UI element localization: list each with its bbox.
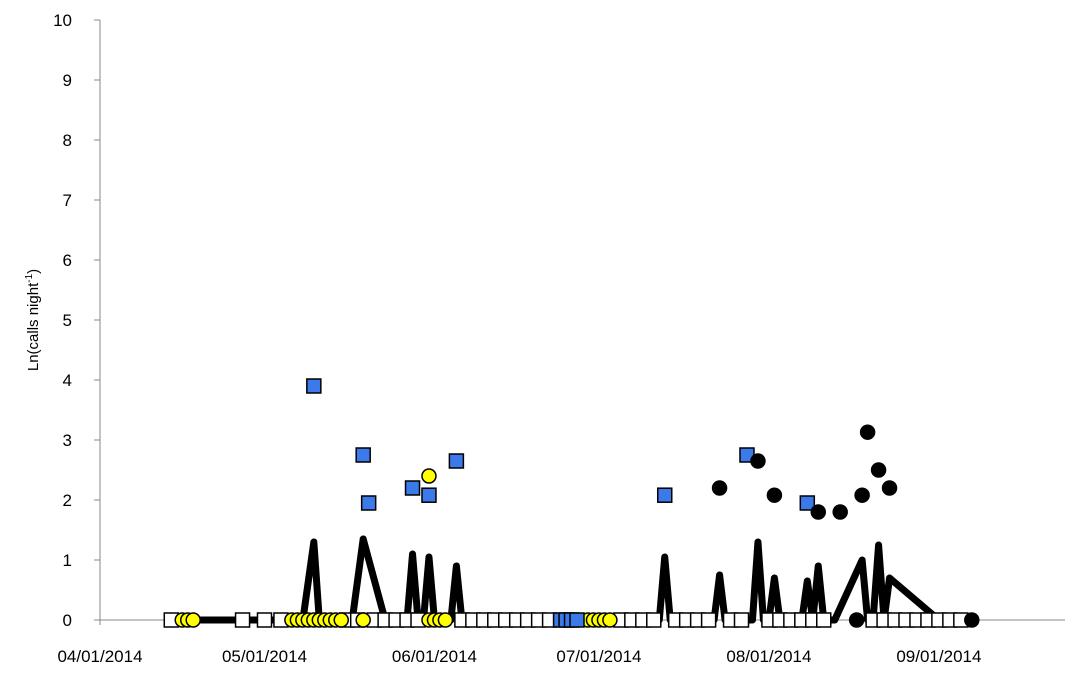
square-point — [421, 487, 437, 503]
y-label-text: Ln(calls night — [25, 282, 42, 371]
circle-point — [333, 612, 349, 628]
circle-point — [355, 612, 371, 628]
circle-point — [602, 612, 618, 628]
square-point — [448, 453, 465, 469]
circle-point — [870, 462, 887, 478]
y-tick-label: 10 — [53, 11, 72, 30]
square-point — [355, 447, 371, 463]
square-point — [256, 612, 273, 628]
square-point — [234, 612, 251, 628]
y-tick-label: 6 — [63, 251, 72, 270]
circle-point — [711, 480, 728, 496]
x-tick-label: 07/01/2014 — [556, 647, 641, 666]
circle-point — [421, 468, 437, 484]
circle-point — [964, 612, 980, 628]
square-point — [656, 487, 673, 503]
square-point — [360, 495, 377, 511]
y-tick-label: 7 — [63, 191, 72, 210]
y-axis-label: Ln(calls night-1) — [24, 269, 42, 371]
square-point — [646, 612, 662, 628]
y-label-end: ) — [25, 269, 42, 274]
square-point — [306, 378, 322, 394]
y-tick-label: 1 — [63, 551, 72, 570]
y-tick-label: 3 — [63, 431, 72, 450]
x-tick-label: 05/01/2014 — [222, 647, 307, 666]
y-tick-label: 9 — [63, 71, 72, 90]
circle-point — [766, 487, 783, 503]
square-point — [404, 480, 421, 496]
circle-point — [848, 612, 865, 628]
square-point — [816, 612, 832, 628]
x-tick-label: 04/01/2014 — [57, 647, 142, 666]
x-tick-label: 09/01/2014 — [896, 647, 981, 666]
y-label-sup: -1 — [24, 273, 35, 282]
square-point — [700, 612, 717, 628]
y-tick-label: 5 — [63, 311, 72, 330]
y-tick-label: 8 — [63, 131, 72, 150]
circle-point — [832, 504, 848, 520]
y-tick-label: 2 — [63, 491, 72, 510]
circle-point — [437, 612, 454, 628]
circle-point — [881, 480, 898, 496]
circle-point — [750, 453, 766, 469]
y-tick-label: 0 — [63, 611, 72, 630]
line — [171, 535, 972, 624]
square-point — [569, 612, 585, 628]
square-point — [733, 612, 750, 628]
circle-point — [185, 612, 201, 628]
square-point — [799, 495, 816, 511]
x-tick-label: 08/01/2014 — [726, 647, 811, 666]
circle-point — [810, 504, 827, 520]
circle-point — [859, 424, 876, 440]
x-tick-label: 06/01/2014 — [392, 647, 477, 666]
circle-point — [854, 487, 870, 503]
y-tick-label: 4 — [63, 371, 72, 390]
